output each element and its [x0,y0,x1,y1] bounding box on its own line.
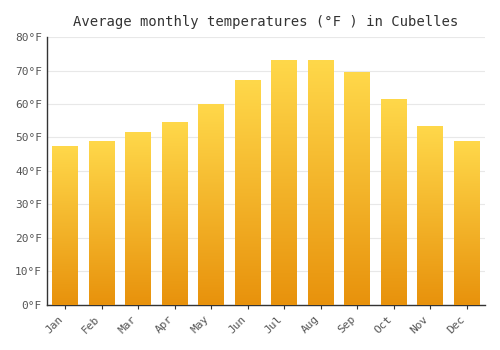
Title: Average monthly temperatures (°F ) in Cubelles: Average monthly temperatures (°F ) in Cu… [74,15,458,29]
